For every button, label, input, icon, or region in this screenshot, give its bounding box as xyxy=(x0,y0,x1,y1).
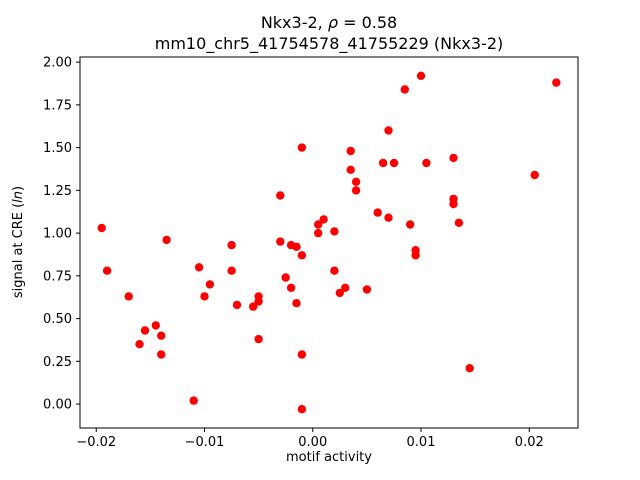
data-point xyxy=(102,266,112,275)
data-point xyxy=(530,170,539,180)
data-point xyxy=(422,158,431,168)
axes-spines xyxy=(79,56,579,429)
data-point xyxy=(194,263,204,272)
data-point xyxy=(297,405,307,414)
y-axis-label: signal at CRE (ln) xyxy=(11,186,26,298)
data-point xyxy=(297,350,307,359)
data-point xyxy=(330,266,339,275)
data-point xyxy=(314,228,323,238)
data-point xyxy=(292,242,301,251)
x-tick-label: 0.02 xyxy=(515,435,544,450)
y-tick-label: 0.50 xyxy=(43,312,72,327)
x-tick-label: −0.02 xyxy=(76,435,116,450)
plot-title-line1: Nkx3-2, ρ = 0.58 xyxy=(80,12,578,33)
axes-layer: −0.02 −0.01 0.00 0.01 0.02 0.00 0.25 0.50 0.75 1.… xyxy=(43,56,579,450)
data-point xyxy=(292,299,301,308)
title-gene: Nkx3-2, xyxy=(260,13,328,32)
data-point xyxy=(189,396,198,405)
y-label-ln: ln xyxy=(11,191,26,203)
data-point xyxy=(276,237,285,246)
y-tick-label: 0.75 xyxy=(43,269,72,284)
data-point xyxy=(135,340,144,349)
data-point xyxy=(378,158,388,168)
data-point xyxy=(97,223,106,233)
x-tick-label: −0.01 xyxy=(185,435,225,450)
data-point xyxy=(162,235,171,245)
data-point xyxy=(465,364,474,373)
data-point xyxy=(227,266,236,275)
plot-title: Nkx3-2, ρ = 0.58 mm10_chr5_41754578_4175… xyxy=(80,12,578,54)
y-tick-label: 0.00 xyxy=(43,398,72,413)
data-point xyxy=(227,240,236,250)
data-point xyxy=(351,186,361,195)
data-point xyxy=(286,283,296,292)
data-point xyxy=(400,85,409,94)
data-point xyxy=(319,215,328,224)
data-point xyxy=(297,143,307,152)
data-point xyxy=(232,300,242,310)
x-tick-label: 0.01 xyxy=(407,435,436,450)
data-point xyxy=(124,292,133,301)
data-point xyxy=(384,126,393,135)
data-point xyxy=(335,288,344,298)
data-point xyxy=(454,218,464,227)
data-point xyxy=(341,283,350,292)
data-point xyxy=(449,199,458,209)
data-point xyxy=(330,227,339,236)
data-point xyxy=(449,153,458,163)
data-point xyxy=(346,165,355,174)
y-label-prefix: signal at CRE ( xyxy=(11,203,26,298)
data-point xyxy=(406,220,415,229)
data-point xyxy=(362,285,372,294)
y-tick-label: 0.25 xyxy=(43,355,72,370)
data-point xyxy=(151,321,160,330)
data-point xyxy=(200,292,209,301)
x-tick-label: 0.00 xyxy=(298,435,327,450)
title-rho-value: = 0.58 xyxy=(337,13,398,32)
data-point xyxy=(411,246,420,255)
data-point xyxy=(297,251,307,260)
data-point xyxy=(314,220,323,229)
data-point xyxy=(157,350,166,359)
plot-title-line2: mm10_chr5_41754578_41755229 (Nkx3-2) xyxy=(154,34,504,53)
y-tick-label: 1.00 xyxy=(43,227,72,242)
data-point xyxy=(384,213,393,222)
data-point xyxy=(276,191,285,200)
y-tick-label: 1.50 xyxy=(43,141,72,156)
x-axis-label: motif activity xyxy=(286,450,372,465)
y-tick-label: 2.00 xyxy=(43,56,72,71)
data-point xyxy=(351,177,361,186)
data-point xyxy=(346,146,355,156)
data-point xyxy=(157,331,166,340)
y-tick-label: 1.75 xyxy=(43,98,72,113)
y-tick-label: 1.25 xyxy=(43,184,72,199)
data-point xyxy=(389,158,399,168)
y-label-suffix: ) xyxy=(11,186,26,191)
data-point xyxy=(254,334,263,344)
data-point xyxy=(373,208,382,217)
data-point xyxy=(416,71,426,81)
title-rho-symbol: ρ xyxy=(327,13,338,32)
points-layer xyxy=(97,71,561,414)
data-point xyxy=(140,326,150,335)
data-point xyxy=(249,302,258,311)
data-point xyxy=(552,78,561,87)
data-point xyxy=(281,273,290,282)
data-point xyxy=(205,280,215,289)
data-point xyxy=(254,297,263,306)
